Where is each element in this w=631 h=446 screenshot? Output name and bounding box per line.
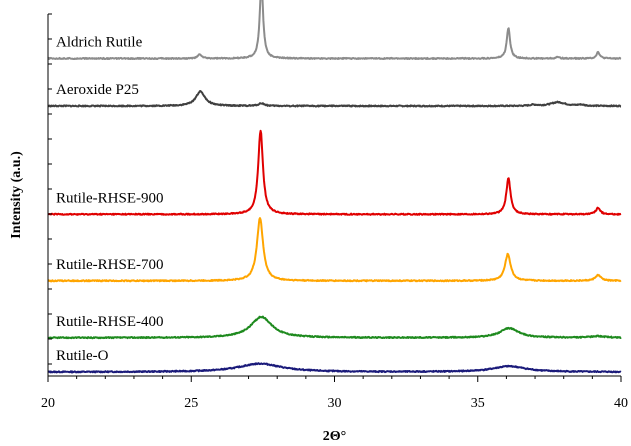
series-layer: [47, 0, 622, 374]
x-tick-layer: 20 25 30 35 40: [41, 376, 628, 411]
x-tick-label: 35: [471, 396, 485, 411]
x-tick-label: 30: [328, 396, 342, 411]
series-line: [47, 90, 622, 108]
series-label: Rutile-O: [56, 348, 109, 364]
y-tick-layer: [48, 13, 52, 365]
series-line: [47, 129, 622, 216]
series-line: [47, 0, 622, 60]
series-label: Aeroxide P25: [56, 82, 139, 98]
series-label: Rutile-RHSE-700: [56, 257, 164, 273]
x-tick-label: 25: [184, 396, 198, 411]
series-line: [47, 217, 622, 283]
x-axis-title: 2Θ°: [323, 429, 347, 444]
series-line: [47, 362, 622, 374]
series-label: Rutile-RHSE-400: [56, 314, 164, 330]
series-label: Rutile-RHSE-900: [56, 190, 164, 206]
series-label-layer: Rutile-O Rutile-RHSE-400 Rutile-RHSE-700 Ru…: [56, 35, 164, 365]
series-line: [47, 315, 622, 340]
y-axis-title: Intensity (a.u.): [9, 151, 24, 239]
x-tick-label: 40: [614, 396, 628, 411]
series-label: Aldrich Rutile: [56, 35, 143, 51]
x-tick-label: 20: [41, 396, 55, 411]
